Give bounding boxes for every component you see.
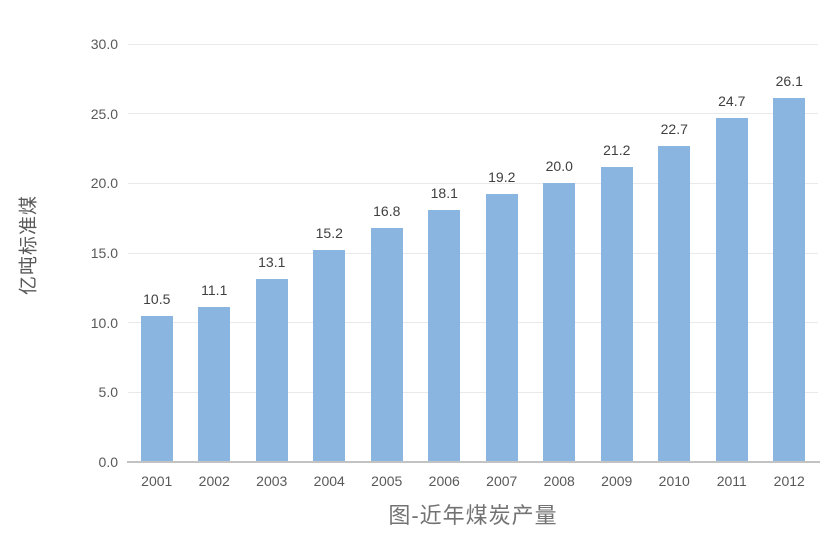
bar [313,250,346,462]
y-axis-tick-label: 5.0 [98,384,118,401]
bar-value-label: 10.5 [143,290,171,307]
x-axis-tick-label: 2001 [141,473,173,489]
x-axis-tick-label: 2004 [313,473,345,489]
bar [255,279,288,462]
x-axis-tick-label: 2008 [543,473,575,489]
x-axis-tick-label: 2007 [486,473,518,489]
bar [543,183,576,462]
gridline [128,43,818,45]
x-axis-tick-label: 2011 [716,473,747,489]
y-axis-tick-label: 10.0 [90,314,118,331]
bar-value-label: 11.1 [201,282,228,299]
y-axis-tick-label: 15.0 [90,245,118,261]
bar-value-label: 26.1 [775,73,803,90]
bar [658,145,691,462]
bar [428,209,461,462]
y-axis-tick-label: 25.0 [90,105,118,122]
bar-value-label: 24.7 [718,92,746,109]
bar-value-label: 15.2 [315,225,343,242]
chart-title: 图-近年煤炭产量 [388,503,558,528]
bar-value-label: 13.1 [258,254,286,271]
bar [485,194,518,462]
y-axis-tick-label: 0.0 [98,454,118,470]
x-axis-tick-label: 2002 [198,473,230,489]
x-axis-tick-label: 2003 [256,473,288,489]
x-axis-tick-label: 2010 [658,473,690,489]
bar [370,227,403,462]
y-axis-title: 亿吨标准煤 [18,194,40,296]
gridline [128,113,818,115]
x-axis-tick-label: 2012 [773,473,805,489]
x-axis-line [127,461,820,463]
gridline [128,391,818,393]
bar-value-label: 19.2 [488,169,516,186]
bar-value-label: 22.7 [660,120,688,137]
x-axis-tick-label: 2006 [428,473,460,489]
bar-value-label: 18.1 [430,184,458,201]
bar-value-label: 20.0 [545,158,573,175]
y-axis-tick-label: 20.0 [90,175,118,192]
gridline [128,322,818,324]
gridline [128,252,818,254]
bar [140,315,173,462]
bar-value-label: 16.8 [373,202,401,219]
bar [773,98,806,462]
bar [600,166,633,462]
x-axis-tick-label: 2009 [601,473,633,489]
x-axis-tick-label: 2005 [371,473,403,489]
bar-value-label: 21.2 [603,141,631,158]
bar [715,117,748,462]
y-axis-tick-label: 30.0 [90,36,118,52]
bar [198,307,231,462]
gridline [128,182,818,184]
